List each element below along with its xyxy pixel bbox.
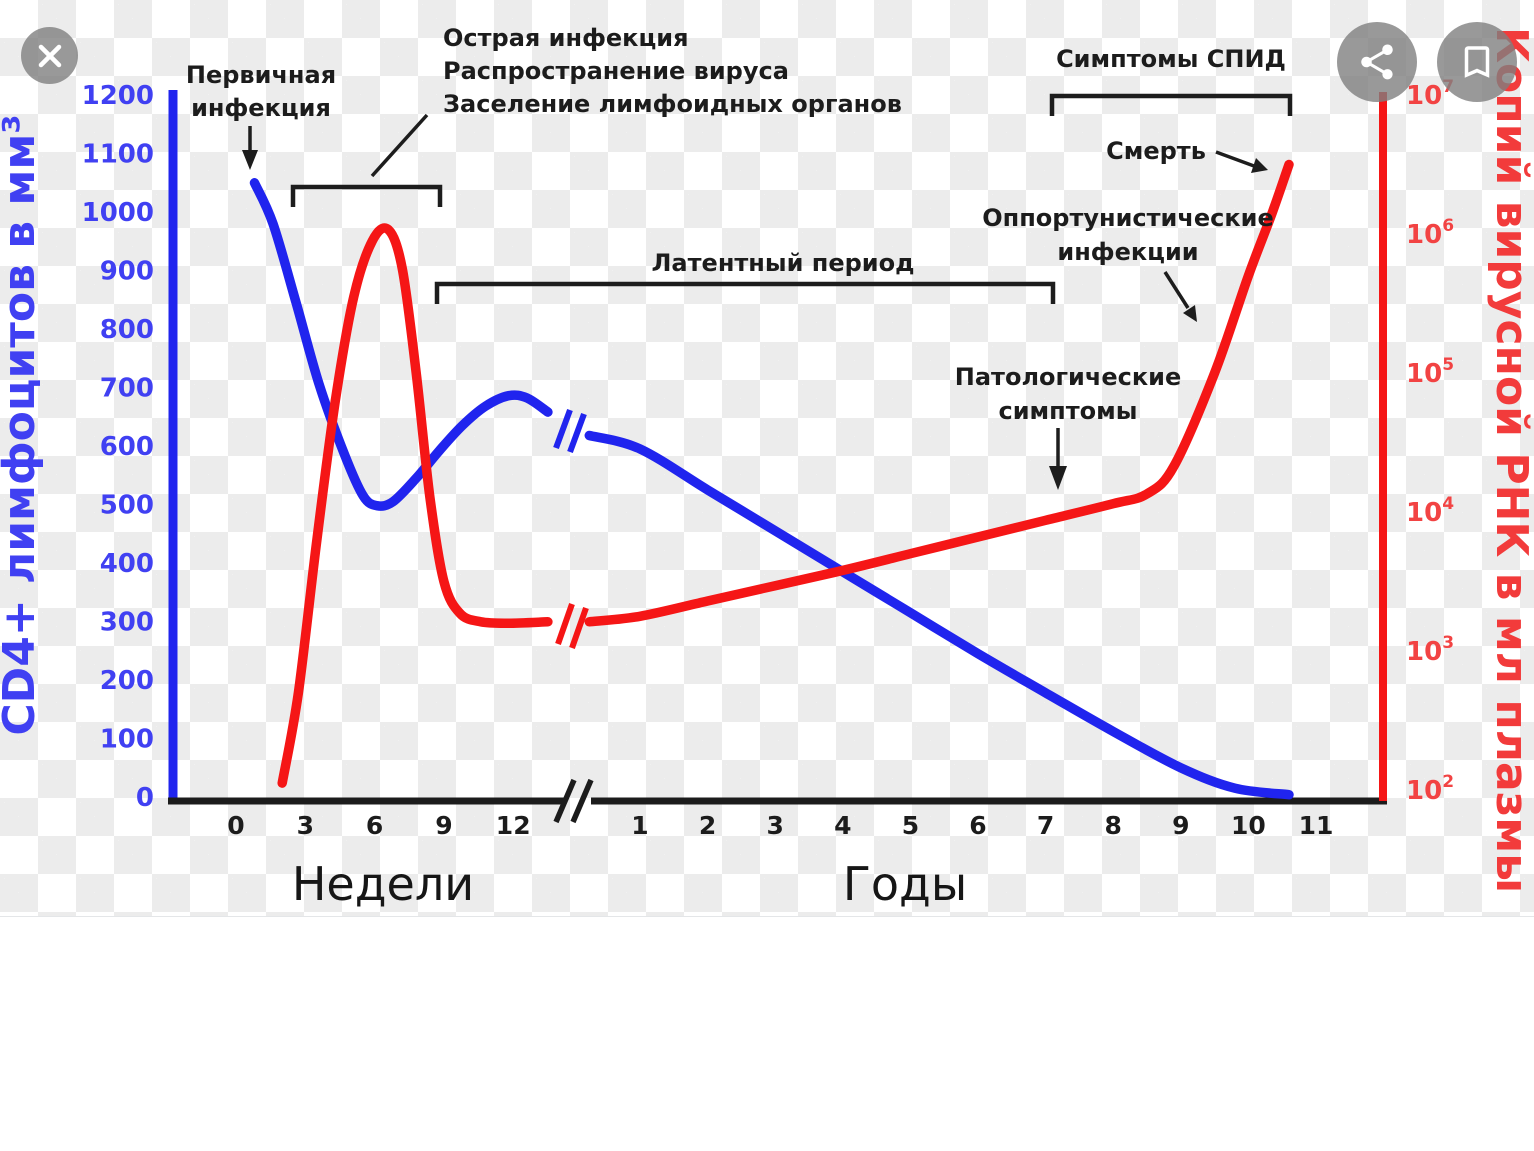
svg-text:0: 0 xyxy=(136,783,154,813)
bookmark-button[interactable] xyxy=(1437,22,1517,102)
svg-text:300: 300 xyxy=(100,608,154,638)
right-axis-tick-labels: 107106105104103102 xyxy=(1406,77,1454,806)
svg-text:10: 10 xyxy=(1231,811,1266,840)
acute-infection-label: Заселение лимфоидных органов xyxy=(443,90,902,118)
primary-infection-label: инфекция xyxy=(191,94,331,122)
annotation-connectors xyxy=(242,93,1293,490)
pathologic-symptoms-arrowhead xyxy=(1049,466,1067,490)
svg-text:500: 500 xyxy=(100,491,154,521)
curve-break-marks xyxy=(553,408,589,649)
primary-infection-label: Первичная xyxy=(186,61,336,89)
svg-text:11: 11 xyxy=(1299,811,1334,840)
svg-text:6: 6 xyxy=(366,811,383,840)
opportunistic-infections-label: Оппортунистические xyxy=(982,204,1274,232)
axis-titles: CD4+ лимфоцитов в мм³ Копий вирусной РНК… xyxy=(0,27,1534,911)
svg-text:9: 9 xyxy=(435,811,452,840)
image-preview-area: 1200 1100 1000 900 800 700 600 500 400 300 200 100 0… xyxy=(0,0,1534,917)
acute-infection-pointer-line xyxy=(370,113,429,178)
result-info-panel: W — Википедия ВИЧ-инфекция — Википедия И… xyxy=(0,917,1534,1151)
svg-text:1200: 1200 xyxy=(82,81,154,111)
svg-text:4: 4 xyxy=(834,811,851,840)
acute-infection-bracket xyxy=(290,184,443,207)
svg-text:7: 7 xyxy=(1037,811,1054,840)
close-button[interactable] xyxy=(21,27,78,84)
weeks-axis-word: Недели xyxy=(292,857,474,911)
svg-text:600: 600 xyxy=(100,432,154,462)
x-axis-tick-labels: 0 3 6 9 12 1 2 3 4 5 6 7 8 9 10 11 xyxy=(227,811,1333,840)
svg-text:105: 105 xyxy=(1406,355,1454,389)
axes xyxy=(168,90,1387,824)
opportunistic-infections-label: инфекции xyxy=(1057,238,1198,266)
annotation-labels: Первичная инфекция Острая инфекция Распрост… xyxy=(186,24,1286,425)
death-label: Смерть xyxy=(1106,137,1206,165)
share-button[interactable] xyxy=(1337,22,1417,102)
svg-text:1: 1 xyxy=(631,811,648,840)
viral-rna-curve xyxy=(277,159,1294,788)
hiv-infection-chart-image: 1200110010009008007006005004003002001000… xyxy=(0,24,1534,911)
svg-text:900: 900 xyxy=(100,257,154,287)
svg-text:12: 12 xyxy=(496,811,531,840)
share-icon xyxy=(1361,44,1393,80)
svg-text:3: 3 xyxy=(297,811,314,840)
cd4-curve-break-mark xyxy=(553,408,573,450)
cd4-lymphocytes-curve xyxy=(249,178,1294,800)
latent-period-bracket xyxy=(434,281,1056,304)
svg-text:5: 5 xyxy=(902,811,919,840)
svg-text:104: 104 xyxy=(1406,494,1454,528)
svg-text:2: 2 xyxy=(699,811,716,840)
death-arrow xyxy=(1215,150,1255,168)
svg-text:8: 8 xyxy=(1104,811,1121,840)
svg-text:800: 800 xyxy=(100,315,154,345)
x-axis-break-mark xyxy=(553,778,577,824)
rna-curve-break-mark xyxy=(555,603,575,645)
aids-symptoms-label: Симптомы СПИД xyxy=(1056,45,1286,73)
svg-text:103: 103 xyxy=(1406,633,1454,667)
svg-text:9: 9 xyxy=(1172,811,1189,840)
svg-text:1000: 1000 xyxy=(82,198,154,228)
svg-text:102: 102 xyxy=(1406,772,1454,806)
svg-text:200: 200 xyxy=(100,666,154,696)
years-axis-word: Годы xyxy=(843,857,967,911)
aids-symptoms-bracket xyxy=(1049,93,1293,116)
x-axis-break-mark xyxy=(570,778,594,824)
primary-infection-arrowhead xyxy=(242,150,258,170)
svg-text:3: 3 xyxy=(766,811,783,840)
svg-text:1100: 1100 xyxy=(82,140,154,170)
svg-text:100: 100 xyxy=(100,725,154,755)
svg-text:106: 106 xyxy=(1406,216,1454,250)
svg-text:6: 6 xyxy=(969,811,986,840)
pathologic-symptoms-label: симптомы xyxy=(999,397,1138,425)
right-axis-title: Копий вирусной РНК в мл плазмы xyxy=(1486,27,1534,893)
svg-text:0: 0 xyxy=(227,811,244,840)
acute-infection-label: Острая инфекция xyxy=(443,24,688,52)
left-axis-title: CD4+ лимфоцитов в мм³ xyxy=(0,114,45,735)
bookmark-icon xyxy=(1464,46,1490,78)
close-icon xyxy=(38,44,61,67)
rna-curve-break-mark xyxy=(569,607,589,649)
opportunistic-infections-arrow xyxy=(1163,271,1190,309)
pathologic-symptoms-label: Патологические xyxy=(955,363,1181,391)
svg-text:700: 700 xyxy=(100,374,154,404)
death-arrowhead xyxy=(1251,158,1268,173)
svg-text:400: 400 xyxy=(100,549,154,579)
acute-infection-label: Распространение вируса xyxy=(443,57,789,85)
cd4-curve-break-mark xyxy=(567,412,587,454)
latent-period-label: Латентный период xyxy=(652,249,915,277)
opportunistic-infections-arrowhead xyxy=(1183,305,1197,322)
